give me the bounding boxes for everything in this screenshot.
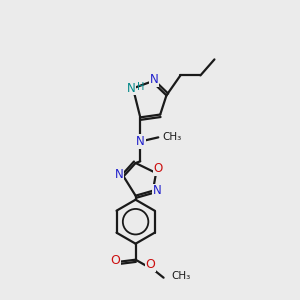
Text: N: N: [115, 168, 124, 181]
Text: O: O: [146, 258, 155, 271]
Text: CH₃: CH₃: [172, 271, 191, 281]
Text: O: O: [111, 254, 121, 267]
Text: N: N: [152, 184, 161, 197]
Text: N: N: [150, 73, 158, 86]
Text: CH₃: CH₃: [162, 132, 182, 142]
Text: O: O: [153, 163, 163, 176]
Text: N: N: [136, 135, 145, 148]
Text: N: N: [127, 82, 135, 95]
Text: H: H: [137, 82, 144, 92]
